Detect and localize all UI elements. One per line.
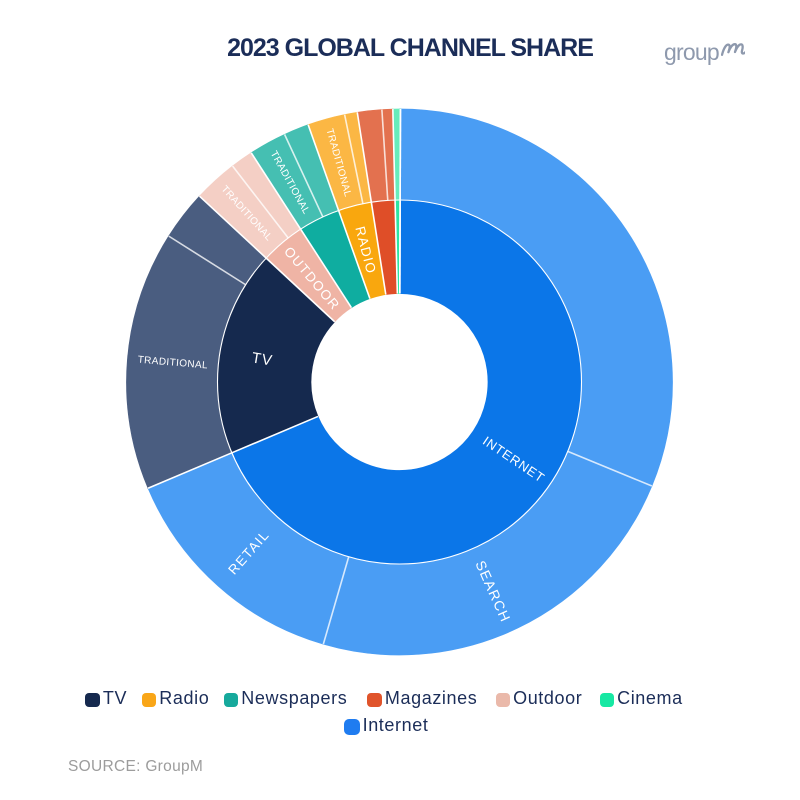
svg-text:TV: TV <box>250 349 274 369</box>
